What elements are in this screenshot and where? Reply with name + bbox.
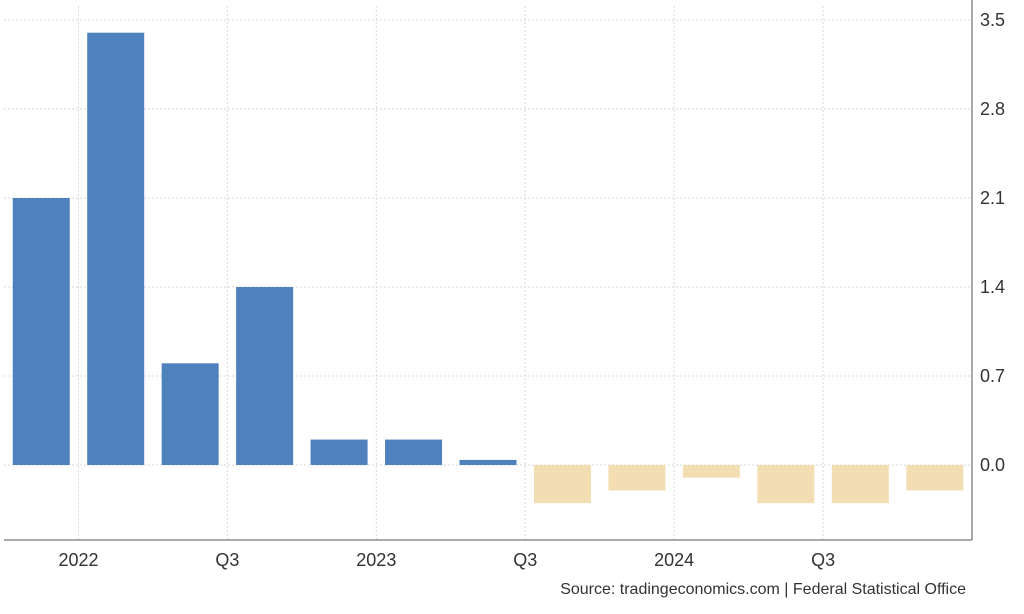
x-tick-label: 2023 [356, 550, 396, 570]
y-tick-label: 2.8 [980, 99, 1005, 119]
bars [12, 32, 964, 504]
bar-2024-q1 [682, 465, 740, 478]
bar-2023-q1 [385, 439, 443, 465]
y-tick-label: 2.1 [980, 188, 1005, 208]
y-tick-labels: 0.0 0.7 1.4 2.1 2.8 3.5 [980, 10, 1005, 475]
bar-2023-q4 [608, 465, 666, 491]
y-tick-label: 3.5 [980, 10, 1005, 30]
y-tick-label: 0.0 [980, 455, 1005, 475]
axes [4, 0, 973, 541]
bar-2022-q2 [161, 363, 219, 465]
bar-2023-q3 [533, 465, 591, 504]
source-note: Source: tradingeconomics.com | Federal S… [560, 581, 966, 598]
bar-2024-q2 [757, 465, 815, 504]
x-tick-labels: 2022 Q3 2023 Q3 2024 Q3 [58, 550, 835, 570]
x-tick-label: Q3 [811, 550, 835, 570]
bar-2021-q4 [12, 198, 70, 465]
grid-lines [4, 6, 972, 540]
x-tick-label: Q3 [215, 550, 239, 570]
bar-2024-q3 [831, 465, 889, 504]
x-tick-label: 2022 [58, 550, 98, 570]
bar-2024-q4 [906, 465, 964, 491]
bar-2022-q4 [310, 439, 368, 465]
x-tick-label: 2024 [654, 550, 694, 570]
y-tick-label: 1.4 [980, 277, 1005, 297]
x-tick-label: Q3 [513, 550, 537, 570]
bar-2023-q2 [459, 459, 517, 465]
bar-2022-q3 [236, 287, 294, 465]
bar-2022-q1 [87, 32, 145, 465]
y-tick-label: 0.7 [980, 366, 1005, 386]
